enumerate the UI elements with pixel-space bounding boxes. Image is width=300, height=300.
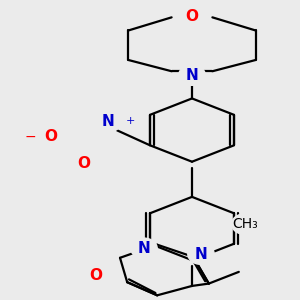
Circle shape — [131, 238, 157, 259]
Circle shape — [179, 65, 205, 85]
Text: +: + — [126, 116, 136, 126]
Text: N: N — [138, 241, 150, 256]
Text: N: N — [186, 68, 198, 82]
Circle shape — [188, 244, 214, 264]
Circle shape — [95, 112, 121, 132]
Circle shape — [179, 6, 205, 27]
Text: N: N — [195, 247, 207, 262]
Text: CH₃: CH₃ — [232, 217, 258, 231]
Circle shape — [38, 127, 64, 147]
Text: O: O — [77, 156, 91, 171]
Circle shape — [83, 265, 109, 286]
Text: O: O — [89, 268, 103, 283]
Text: O: O — [44, 129, 58, 144]
Text: N: N — [102, 114, 114, 129]
Circle shape — [71, 153, 97, 173]
Text: −: − — [24, 130, 36, 144]
Circle shape — [232, 214, 258, 234]
Text: O: O — [185, 9, 199, 24]
